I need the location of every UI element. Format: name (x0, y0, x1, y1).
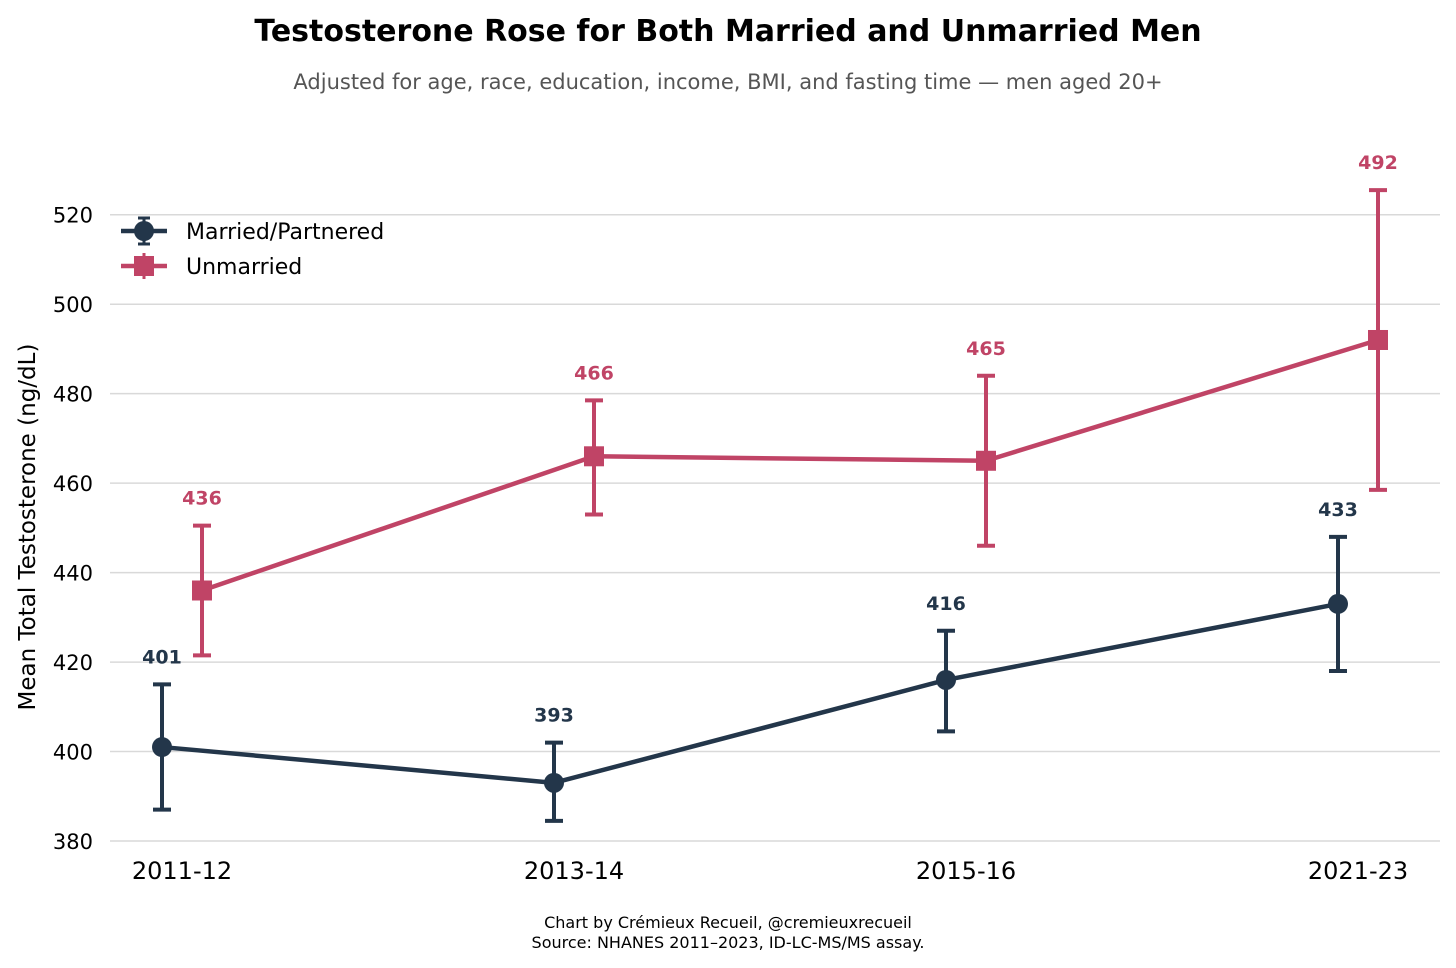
series-line (201, 337, 1379, 593)
y-tick-label: 520 (53, 204, 93, 228)
y-axis-label: Mean Total Testosterone (ng/dL) (15, 344, 41, 711)
data-point (936, 669, 956, 690)
chart-subtitle: Adjusted for age, race, education, incom… (293, 70, 1162, 94)
y-tick-label: 440 (53, 562, 93, 586)
legend-label: Married/Partnered (186, 220, 384, 245)
y-tick-label: 500 (53, 293, 93, 317)
x-tick-label: 2013-14 (524, 857, 624, 885)
data-point (544, 772, 564, 793)
data-point (1368, 329, 1388, 350)
data-label: 416 (926, 593, 966, 615)
series-line (161, 601, 1339, 786)
series-married-partnered: 401 393 416 433 (142, 499, 1358, 823)
y-tick-label: 480 (53, 383, 93, 407)
data-label: 401 (142, 646, 182, 668)
y-tick-label: 460 (53, 472, 93, 496)
legend-label: Unmarried (186, 255, 302, 280)
y-tick-label: 400 (53, 741, 93, 765)
data-point (152, 737, 172, 758)
legend-entry: Married/Partnered (121, 216, 384, 246)
data-point (192, 580, 212, 601)
x-tick-label: 2015-16 (916, 857, 1016, 885)
data-label: 492 (1358, 152, 1398, 174)
y-tick-label: 420 (53, 651, 93, 675)
legend-entry: Unmarried (121, 253, 302, 280)
x-tick-label: 2011-12 (132, 857, 232, 885)
y-tick-label: 380 (53, 830, 93, 854)
x-axis-ticks: 2011-12 2013-14 2015-16 2021-23 (132, 857, 1408, 885)
legend-marker (134, 221, 154, 241)
data-label: 433 (1318, 499, 1358, 521)
legend: Married/Partnered Unmarried (121, 216, 384, 280)
plot-series: 401 393 416 433 436 466 465 492 (142, 152, 1398, 823)
data-label: 436 (182, 488, 222, 510)
data-point (584, 446, 604, 467)
data-label: 393 (534, 705, 574, 727)
x-tick-label: 2021-23 (1308, 857, 1408, 885)
footer-source: Source: NHANES 2011–2023, ID-LC-MS/MS as… (532, 933, 925, 952)
grid-lines (110, 213, 1440, 842)
footer-credit: Chart by Crémieux Recueil, @cremieuxrecu… (544, 913, 912, 932)
data-point (976, 450, 996, 471)
data-point (1328, 593, 1348, 614)
legend-marker (134, 256, 154, 276)
chart-title: Testosterone Rose for Both Married and U… (254, 14, 1201, 49)
series-unmarried: 436 466 465 492 (182, 152, 1398, 658)
y-axis-ticks: 380 400 420 440 460 480 500 520 (53, 204, 93, 854)
data-label: 465 (966, 338, 1006, 360)
data-label: 466 (574, 362, 614, 384)
